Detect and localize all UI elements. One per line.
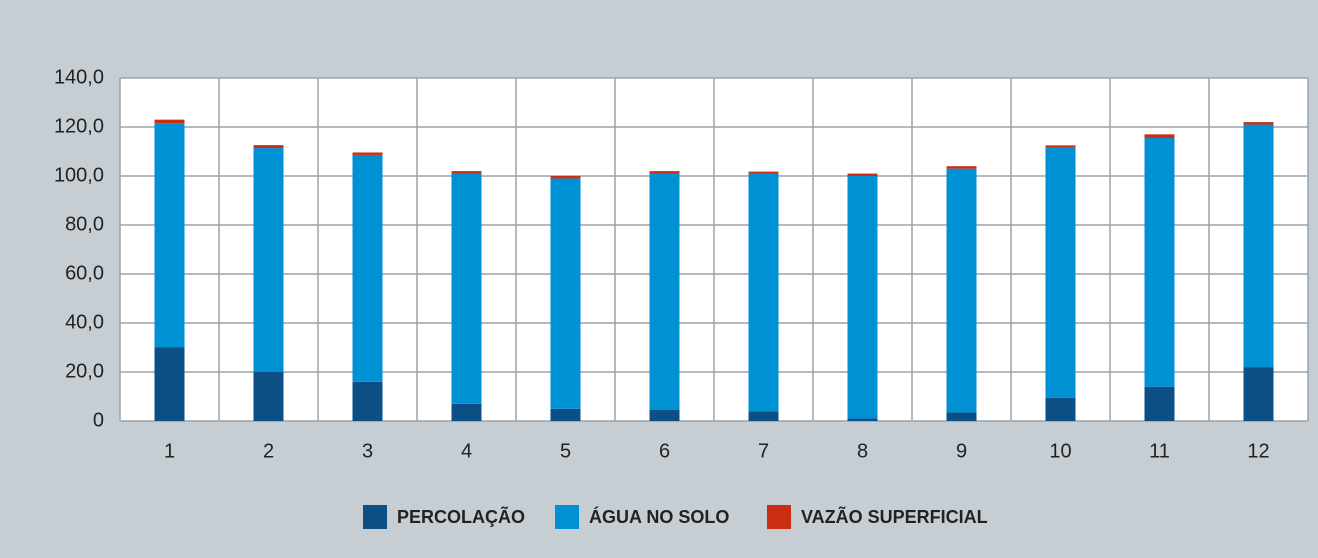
bar-segment xyxy=(946,168,977,413)
bar-segment xyxy=(352,154,383,382)
bar-segment xyxy=(352,381,383,421)
y-tick-label: 0 xyxy=(93,409,104,431)
bar-segment xyxy=(748,411,779,421)
bar-segment xyxy=(550,408,581,421)
legend-swatch xyxy=(767,505,791,529)
bar-segment xyxy=(1045,147,1076,398)
x-tick-label: 8 xyxy=(857,440,868,462)
bar-segment xyxy=(1243,124,1274,368)
bar-segment xyxy=(1144,138,1175,387)
x-tick-label: 10 xyxy=(1049,440,1071,462)
bar-segment xyxy=(550,178,581,409)
bar-segment xyxy=(451,403,482,421)
y-tick-label: 40,0 xyxy=(65,311,104,333)
bar-segment xyxy=(1144,386,1175,421)
bar-segment xyxy=(451,173,482,404)
bar-segment xyxy=(1243,367,1274,421)
bar-segment xyxy=(649,173,680,410)
bar-segment xyxy=(352,152,383,155)
y-tick-label: 60,0 xyxy=(65,262,104,284)
bar-segment xyxy=(1144,134,1175,139)
bar-segment xyxy=(748,173,779,412)
x-tick-label: 4 xyxy=(461,440,472,462)
bar-segment xyxy=(847,176,878,419)
legend-text: PERCOLAÇÃO xyxy=(397,506,525,527)
bar-segment xyxy=(154,119,185,124)
legend-text: VAZÃO SUPERFICIAL xyxy=(801,506,988,527)
legend-swatch xyxy=(363,505,387,529)
x-tick-label: 7 xyxy=(758,440,769,462)
bar-segment xyxy=(847,418,878,421)
legend-swatch xyxy=(555,505,579,529)
bar-segment xyxy=(253,148,284,372)
x-tick-label: 2 xyxy=(263,440,274,462)
bar-segment xyxy=(946,166,977,169)
bar-segment xyxy=(847,173,878,176)
y-tick-label: 100,0 xyxy=(54,164,104,186)
x-tick-label: 9 xyxy=(956,440,967,462)
bar-segment xyxy=(154,123,185,348)
bar-segment xyxy=(1045,397,1076,421)
bar-segment xyxy=(649,171,680,174)
bar-segment xyxy=(748,171,779,174)
y-tick-label: 80,0 xyxy=(65,213,104,235)
x-tick-label: 6 xyxy=(659,440,670,462)
y-tick-label: 140,0 xyxy=(54,66,104,88)
x-tick-label: 3 xyxy=(362,440,373,462)
bar-segment xyxy=(451,171,482,174)
bar-segment xyxy=(1243,122,1274,125)
bar-segment xyxy=(550,176,581,179)
bar-segment xyxy=(253,145,284,149)
y-tick-label: 120,0 xyxy=(54,115,104,137)
bar-segment xyxy=(946,412,977,421)
x-tick-label: 1 xyxy=(164,440,175,462)
bar-segment xyxy=(649,409,680,421)
x-tick-label: 11 xyxy=(1149,440,1170,462)
y-tick-label: 20,0 xyxy=(65,360,104,382)
bar-segment xyxy=(154,347,185,421)
legend-text: ÁGUA NO SOLO xyxy=(589,506,729,527)
x-tick-label: 5 xyxy=(560,440,571,462)
bar-segment xyxy=(1045,145,1076,148)
bar-segment xyxy=(253,372,284,421)
x-tick-label: 12 xyxy=(1247,440,1269,462)
